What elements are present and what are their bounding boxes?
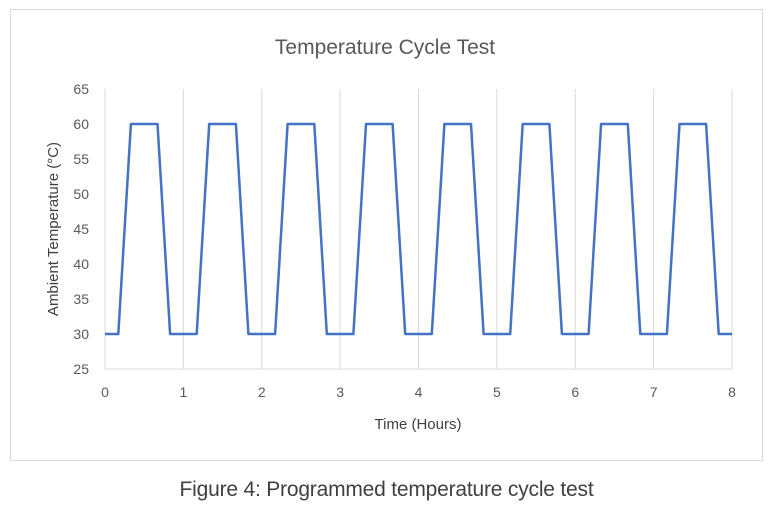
y-tick-labels: 25 30 35 40 45 50 55 60 65 [73, 81, 89, 377]
y-tick-label: 30 [73, 326, 89, 342]
x-axis-label: Time (Hours) [375, 416, 462, 433]
y-tick-label: 60 [73, 116, 89, 132]
y-tick-label: 55 [73, 151, 89, 167]
x-tick-label: 7 [650, 384, 658, 400]
x-tick-label: 2 [258, 384, 266, 400]
y-tick-label: 45 [73, 221, 89, 237]
y-tick-label: 35 [73, 291, 89, 307]
chart-title: Temperature Cycle Test [275, 36, 495, 59]
series-layer [105, 122, 732, 336]
y-tick-label: 65 [73, 81, 89, 97]
x-tick-label: 0 [101, 384, 109, 400]
x-tick-label: 8 [728, 384, 736, 400]
x-tick-label: 3 [336, 384, 344, 400]
series-line [105, 122, 732, 336]
x-tick-labels: 0 1 2 3 4 5 6 7 8 [101, 384, 736, 400]
x-tick-label: 6 [571, 384, 579, 400]
y-tick-label: 50 [73, 186, 89, 202]
x-tick-label: 1 [179, 384, 187, 400]
x-tick-label: 5 [493, 384, 501, 400]
gridlines [104, 89, 733, 370]
figure-caption: Figure 4: Programmed temperature cycle t… [179, 478, 594, 501]
y-tick-label: 40 [73, 256, 89, 272]
chart-frame [10, 9, 763, 461]
x-tick-label: 4 [415, 384, 423, 400]
y-tick-label: 25 [73, 361, 89, 377]
y-axis-label: Ambient Temperature (°C) [45, 142, 62, 316]
